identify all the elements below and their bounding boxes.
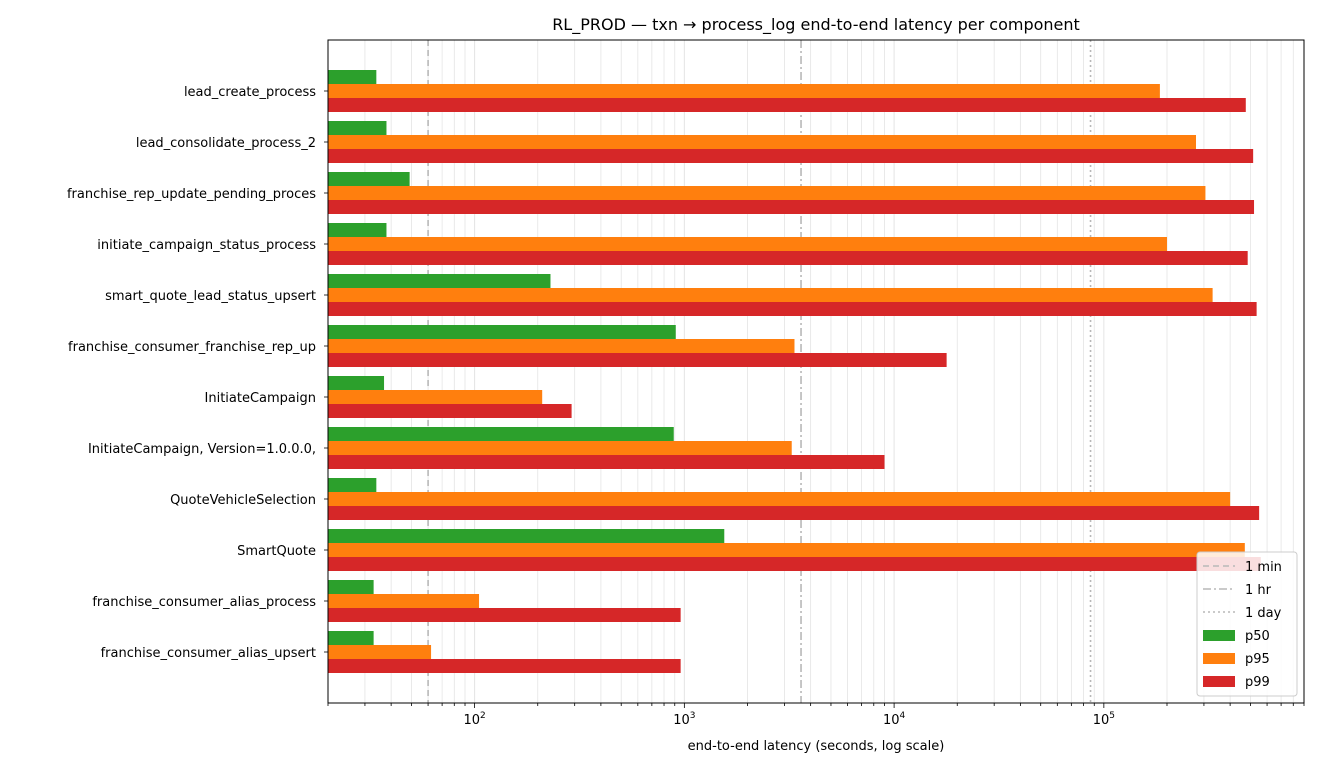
bar-p50: [328, 478, 377, 492]
legend-patch-p95: [1203, 653, 1235, 664]
bar-p50: [328, 172, 410, 186]
bar-p95: [328, 543, 1245, 557]
category-label: SmartQuote: [237, 544, 316, 559]
category-label: InitiateCampaign: [205, 391, 316, 406]
bar-p95: [328, 645, 432, 659]
bar-p95: [328, 186, 1206, 200]
bars: [328, 70, 1261, 673]
category-label: franchise_rep_update_pending_proces: [67, 187, 316, 202]
x-tick-label: 103: [673, 711, 695, 728]
bar-p50: [328, 580, 374, 594]
bar-p99: [328, 608, 681, 622]
category-label: lead_consolidate_process_2: [136, 136, 316, 151]
bar-p95: [328, 441, 792, 455]
bar-p50: [328, 376, 385, 390]
bar-p95: [328, 390, 543, 404]
bar-p99: [328, 200, 1255, 214]
legend-patch-p99: [1203, 676, 1235, 687]
bar-p95: [328, 237, 1167, 251]
bar-p99: [328, 659, 681, 673]
bar-p50: [328, 427, 674, 441]
category-label: smart_quote_lead_status_upsert: [105, 289, 316, 304]
legend-label: p99: [1245, 675, 1270, 690]
bar-p99: [328, 455, 885, 469]
category-label: franchise_consumer_franchise_rep_up: [68, 340, 316, 355]
plot-frame: [327, 39, 1305, 704]
category-label: initiate_campaign_status_process: [97, 238, 316, 253]
bar-p95: [328, 594, 480, 608]
bar-p99: [328, 149, 1254, 163]
category-label: lead_create_process: [184, 85, 316, 100]
legend-label: p50: [1245, 629, 1270, 644]
bar-p99: [328, 404, 572, 418]
bar-p99: [328, 353, 947, 367]
bar-p99: [328, 302, 1257, 316]
category-labels: lead_create_process lead_consolidate_proc…: [67, 85, 328, 661]
chart-title: RL_PROD — txn → process_log end-to-end l…: [552, 15, 1080, 35]
x-axis-label: end-to-end latency (seconds, log scale): [688, 739, 945, 754]
bar-p50: [328, 325, 676, 339]
bar-p50: [328, 223, 387, 237]
category-label: franchise_consumer_alias_process: [92, 595, 316, 610]
legend-label: 1 min: [1245, 560, 1282, 575]
x-tick-label: 102: [463, 711, 485, 728]
bar-p50: [328, 631, 374, 645]
legend-patch-p50: [1203, 630, 1235, 641]
bar-p95: [328, 84, 1160, 98]
category-label: QuoteVehicleSelection: [170, 493, 316, 508]
legend: 1 min 1 hr 1 day p50 p95 p99: [1196, 551, 1298, 697]
x-tick-label: 104: [883, 711, 906, 728]
legend-label: 1 day: [1245, 606, 1282, 621]
category-label: InitiateCampaign, Version=1.0.0.0,: [88, 442, 316, 457]
bar-p99: [328, 557, 1261, 571]
bar-p99: [328, 506, 1260, 520]
legend-label: 1 hr: [1245, 583, 1272, 598]
bar-p99: [328, 251, 1248, 265]
bar-p95: [328, 135, 1196, 149]
legend-label: p95: [1245, 652, 1270, 667]
bar-p50: [328, 274, 551, 288]
bar-p50: [328, 70, 377, 84]
bar-p95: [328, 492, 1231, 506]
category-label: franchise_consumer_alias_upsert: [101, 646, 316, 661]
bar-p50: [328, 121, 387, 135]
bar-p95: [328, 288, 1213, 302]
bar-p50: [328, 529, 725, 543]
bar-p95: [328, 339, 795, 353]
x-ticks: 102 103 104 105: [327, 703, 1305, 728]
x-tick-label: 105: [1093, 711, 1115, 728]
bar-p99: [328, 98, 1246, 112]
